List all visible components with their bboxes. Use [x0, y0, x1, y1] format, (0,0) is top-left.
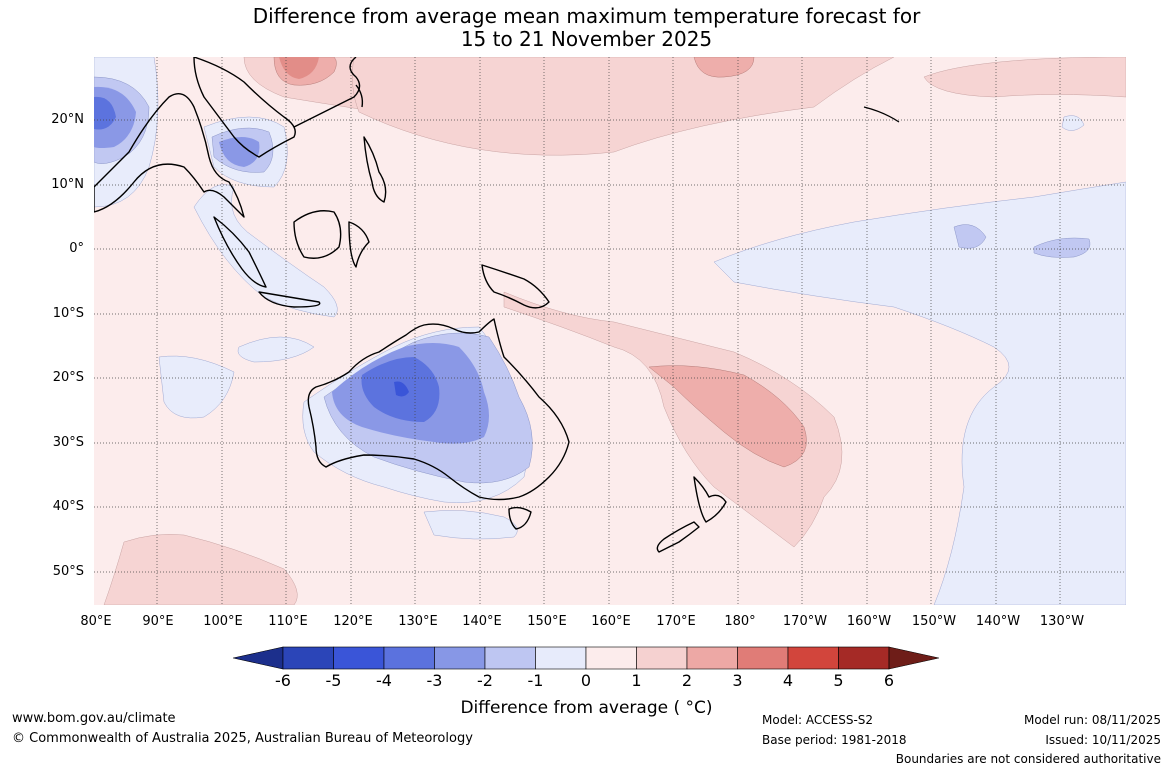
forecast-map [94, 57, 1126, 605]
lon-label-100e: 100°E [203, 614, 243, 629]
colorbar-tick-label: -2 [477, 671, 493, 690]
colorbar-segment [737, 646, 789, 670]
lat-label-30s: 30°S [52, 435, 84, 450]
lat-label-20n: 20°N [51, 112, 84, 127]
footer-boundaries: Boundaries are not considered authoritat… [895, 752, 1161, 766]
lat-label-0: 0° [69, 241, 84, 256]
anomaly-plus-3-to-4 [279, 57, 319, 79]
colorbar-tick-label: -6 [275, 671, 291, 690]
lon-label-130w: 130°W [1039, 614, 1085, 629]
colorbar-tick-label: 1 [631, 671, 642, 690]
lon-label-130e: 130°E [398, 614, 438, 629]
lon-label-140e: 140°E [462, 614, 502, 629]
lat-label-10n: 10°N [51, 177, 84, 192]
colorbar-tick-label: -4 [376, 671, 392, 690]
colorbar-segment [535, 646, 587, 670]
colorbar-segment [838, 646, 890, 670]
lon-label-160w: 160°W [846, 614, 892, 629]
colorbar-segment [484, 646, 536, 670]
footer-base-period: Base period: 1981-2018 [762, 733, 907, 747]
coastlines [94, 57, 900, 553]
colorbar-segment [434, 646, 486, 670]
colorbar-segment [333, 646, 385, 670]
lon-label-110e: 110°E [268, 614, 308, 629]
colorbar-tick-label: 4 [782, 671, 794, 690]
lat-label-50s: 50°S [52, 564, 84, 579]
colorbar-tick-label: -3 [426, 671, 443, 690]
title-line-1: Difference from average mean maximum tem… [252, 4, 921, 28]
footer-model: Model: ACCESS-S2 [762, 713, 874, 727]
lon-label-160e: 160°E [591, 614, 631, 629]
colorbar-arrow-high [888, 646, 939, 670]
colorbar-arrow-low [233, 646, 284, 670]
colorbar-tick-label: 5 [833, 671, 844, 690]
colorbar-title: Difference from average ( °C) [460, 698, 713, 718]
colorbar-segment [787, 646, 839, 670]
lon-label-150w: 150°W [911, 614, 957, 629]
colorbar-tick-label: 2 [681, 671, 693, 690]
anomaly-plus-2-to-3 [273, 57, 807, 468]
anomaly-minus-4-to-5 [394, 381, 409, 397]
colorbar-segment [636, 646, 688, 670]
lat-label-10s: 10°S [52, 306, 84, 321]
lon-label-120e: 120°E [333, 614, 373, 629]
colorbar [233, 646, 939, 670]
footer-url: www.bom.gov.au/climate [12, 711, 176, 726]
colorbar-tick-label: 3 [732, 671, 743, 690]
colorbar-segment [686, 646, 738, 670]
colorbar-segment [585, 646, 637, 670]
title-line-2: 15 to 21 November 2025 [460, 27, 713, 51]
lon-label-150e: 150°E [527, 614, 567, 629]
lon-label-90e: 90°E [142, 614, 174, 629]
colorbar-segment [383, 646, 435, 670]
footer-copyright: © Commonwealth of Australia 2025, Austra… [12, 731, 473, 746]
footer-model-run: Model run: 08/11/2025 [1023, 713, 1161, 727]
lon-label-80e: 80°E [80, 614, 112, 629]
colorbar-tick-label: 6 [883, 671, 895, 690]
colorbar-tick-label: -5 [325, 671, 342, 690]
colorbar-tick-label: -1 [527, 671, 544, 690]
lon-label-170w: 170°W [782, 614, 828, 629]
lon-label-140w: 140°W [975, 614, 1021, 629]
colorbar-tick-label: 0 [580, 671, 592, 690]
lon-label-170e: 170°E [656, 614, 696, 629]
lon-label-180: 180° [724, 614, 756, 629]
colorbar-segment [282, 646, 334, 670]
lat-label-20s: 20°S [52, 370, 84, 385]
footer-issued: Issued: 10/11/2025 [1045, 733, 1161, 747]
lat-label-40s: 40°S [52, 499, 84, 514]
graticule [94, 57, 1126, 605]
